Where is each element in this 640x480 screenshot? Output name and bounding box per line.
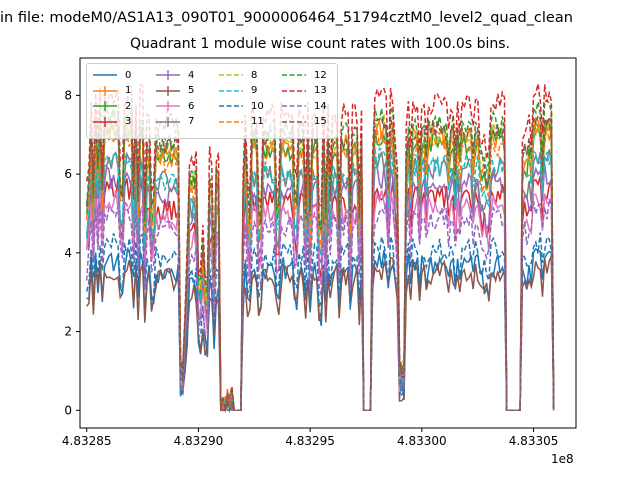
- legend-swatch: [219, 105, 243, 107]
- y-tick-label: 0: [64, 403, 72, 417]
- legend-label: 6: [188, 100, 195, 112]
- legend-item-15: 15: [282, 114, 327, 130]
- legend-swatch: [93, 85, 117, 96]
- legend-item-2: 2: [93, 98, 131, 114]
- legend-swatch: [93, 116, 117, 127]
- y-tick-label: 8: [64, 88, 72, 102]
- legend-swatch: [219, 74, 243, 76]
- legend-item-0: 0: [93, 67, 131, 83]
- series-group: [85, 83, 555, 414]
- series-line-1: [85, 116, 555, 412]
- legend-item-8: 8: [219, 67, 257, 83]
- legend-item-6: 6: [156, 98, 194, 114]
- series-line-4: [85, 163, 555, 412]
- legend-item-7: 7: [156, 114, 194, 130]
- legend-label: 15: [314, 116, 327, 127]
- x-tick-label: 4.83290: [174, 434, 224, 448]
- legend-item-11: 11: [219, 114, 264, 130]
- legend-label: 9: [251, 85, 258, 96]
- legend-label: 13: [314, 85, 327, 96]
- legend-swatch: [282, 89, 306, 92]
- legend-label: 3: [125, 116, 132, 127]
- series-line-5: [86, 255, 555, 412]
- chart-title: Quadrant 1 module wise count rates with …: [130, 36, 510, 52]
- legend-label: 8: [251, 69, 258, 81]
- legend-swatch: [156, 85, 180, 96]
- legend-label: 14: [314, 100, 327, 112]
- legend-swatch: [282, 105, 306, 107]
- x-axis-offset-label: 1e8: [551, 452, 574, 466]
- x-tick-label: 4.83295: [285, 434, 335, 448]
- legend-item-3: 3: [93, 114, 131, 130]
- legend-swatch: [219, 120, 243, 123]
- legend-label: 12: [314, 69, 327, 81]
- legend-label: 11: [251, 116, 264, 127]
- legend-swatch: [156, 70, 180, 80]
- x-tick-label: 4.83300: [397, 434, 447, 448]
- series-line-15: [85, 111, 555, 413]
- series-line-11: [86, 123, 555, 412]
- y-tick-label: 6: [64, 167, 72, 181]
- legend-item-4: 4: [156, 67, 194, 83]
- legend-swatch: [93, 74, 117, 76]
- legend-swatch: [93, 101, 117, 111]
- legend-item-1: 1: [93, 83, 131, 99]
- series-line-0: [86, 247, 555, 412]
- x-tick-label: 4.83285: [62, 434, 112, 448]
- series-line-10: [85, 232, 555, 412]
- y-tick-label: 2: [64, 325, 72, 339]
- legend-label: 4: [188, 69, 195, 81]
- legend-swatch: [282, 74, 306, 76]
- legend-label: 0: [125, 69, 132, 81]
- series-line-9: [85, 147, 555, 412]
- legend-item-5: 5: [156, 83, 194, 99]
- legend-label: 7: [188, 116, 195, 127]
- legend-item-14: 14: [282, 98, 327, 114]
- legend-label: 1: [125, 85, 132, 96]
- legend-label: 2: [125, 100, 132, 112]
- series-line-14: [85, 198, 555, 412]
- legend-swatch: [156, 116, 180, 127]
- legend-label: 5: [188, 85, 195, 96]
- plot-frame: [79, 57, 577, 429]
- legend-swatch: [219, 89, 243, 92]
- legend-swatch: [282, 120, 306, 123]
- legend-item-9: 9: [219, 83, 257, 99]
- chart-legend: 0 1 2 3 4 5 6 7 8 9 10 11 12 13 14 15: [86, 63, 338, 139]
- legend-item-10: 10: [219, 98, 264, 114]
- series-line-6: [85, 190, 555, 412]
- legend-item-13: 13: [282, 83, 327, 99]
- legend-label: 10: [251, 100, 264, 112]
- y-tick-label: 4: [64, 246, 72, 260]
- x-tick-label: 4.83305: [509, 434, 559, 448]
- legend-swatch: [156, 101, 180, 111]
- legend-item-12: 12: [282, 67, 327, 83]
- figure-suptitle: in file: modeM0/AS1A13_090T01_9000006464…: [0, 10, 573, 26]
